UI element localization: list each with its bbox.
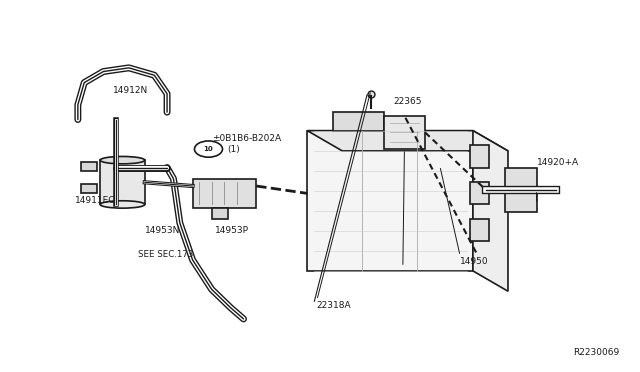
Text: 14920+A: 14920+A [537,157,579,167]
Text: SEE SEC.173: SEE SEC.173 [138,250,194,259]
Polygon shape [333,112,384,131]
Polygon shape [307,131,473,271]
Circle shape [195,141,223,157]
Text: ±0B1B6-B202A: ±0B1B6-B202A [212,134,281,142]
Bar [100,160,145,205]
Text: 14912N: 14912N [113,86,148,94]
Ellipse shape [100,157,145,164]
Bar [470,145,489,167]
Text: 14953N: 14953N [145,226,180,235]
Bar [384,116,425,149]
Polygon shape [307,131,508,151]
Bar [81,162,97,171]
Bar [470,219,489,241]
Text: 22365: 22365 [394,97,422,106]
Text: (1): (1) [228,145,241,154]
Text: 14953P: 14953P [215,226,249,235]
Text: 22318A: 22318A [317,301,351,311]
Bar [505,167,537,212]
Ellipse shape [100,201,145,208]
Text: 14911EC: 14911EC [75,196,115,205]
Bar [193,179,256,208]
Bar [470,182,489,205]
Text: R2230069: R2230069 [573,348,620,357]
Polygon shape [473,131,508,291]
Text: 10: 10 [204,146,213,152]
Bar [81,184,97,193]
Text: 14950: 14950 [460,257,489,266]
Bar [212,208,228,219]
